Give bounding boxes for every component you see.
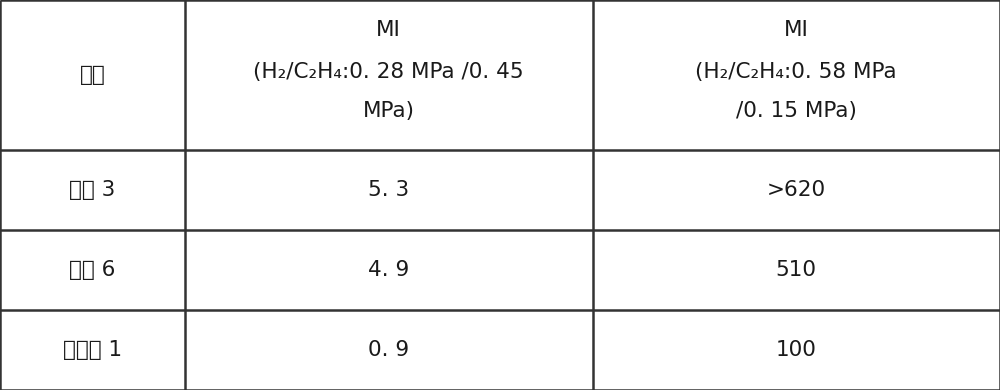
Text: 编号: 编号: [80, 65, 105, 85]
Text: 实例 6: 实例 6: [69, 260, 116, 280]
Text: MI: MI: [376, 20, 401, 40]
Text: 实例 3: 实例 3: [69, 180, 116, 200]
Text: MPa): MPa): [363, 101, 415, 121]
Text: 100: 100: [776, 340, 817, 360]
Text: 0. 9: 0. 9: [368, 340, 409, 360]
Text: (H₂/C₂H₄:0. 28 MPa /0. 45: (H₂/C₂H₄:0. 28 MPa /0. 45: [253, 62, 524, 82]
Text: 对比例 1: 对比例 1: [63, 340, 122, 360]
Text: (H₂/C₂H₄:0. 58 MPa: (H₂/C₂H₄:0. 58 MPa: [695, 62, 897, 82]
Text: MI: MI: [784, 20, 809, 40]
Text: 4. 9: 4. 9: [368, 260, 409, 280]
Text: 5. 3: 5. 3: [368, 180, 409, 200]
Text: 510: 510: [776, 260, 817, 280]
Text: >620: >620: [767, 180, 826, 200]
Text: /0. 15 MPa): /0. 15 MPa): [736, 101, 857, 121]
